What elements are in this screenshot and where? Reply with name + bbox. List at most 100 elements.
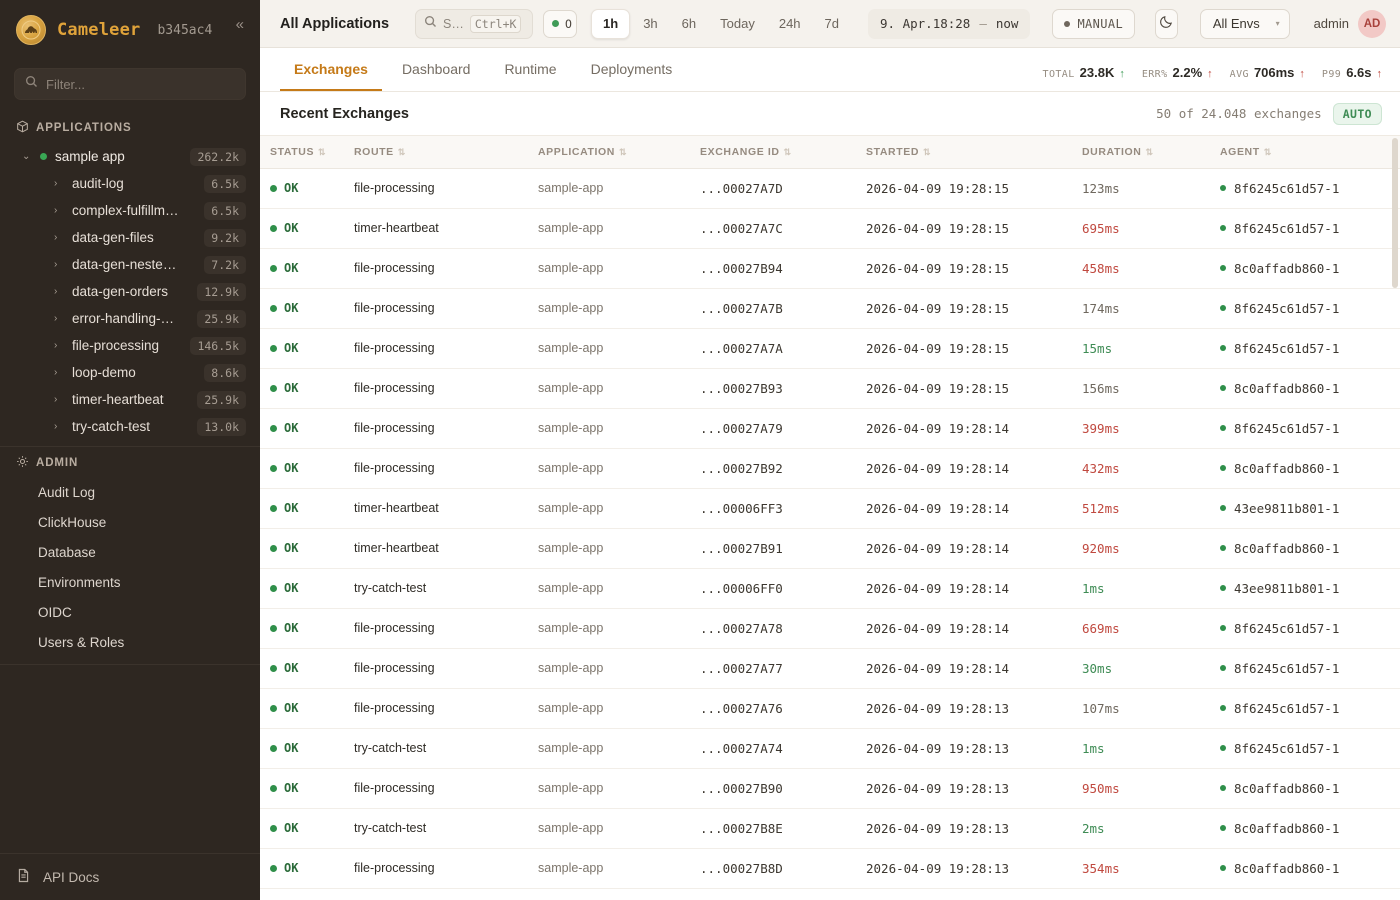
sidebar-item-loop-demo[interactable]: › loop-demo 8.6k bbox=[0, 359, 260, 386]
sidebar-item-audit-log[interactable]: › audit-log 6.5k bbox=[0, 170, 260, 197]
tab-exchanges[interactable]: Exchanges bbox=[280, 48, 382, 91]
tab-deployments[interactable]: Deployments bbox=[590, 60, 673, 77]
cell-duration: 920ms bbox=[1072, 528, 1210, 569]
sidebar-item-data-gen-files[interactable]: › data-gen-files 9.2k bbox=[0, 224, 260, 251]
column-header-status[interactable]: STATUS ⇅ bbox=[260, 136, 344, 169]
sidebar-item-try-catch-test[interactable]: › try-catch-test 13.0k bbox=[0, 413, 260, 440]
sidebar-item-data-gen-neste[interactable]: › data-gen-neste… 7.2k bbox=[0, 251, 260, 278]
sidebar-item-oidc[interactable]: OIDC bbox=[38, 605, 72, 620]
cell-application: sample-app bbox=[528, 208, 690, 249]
cell-duration: 15ms bbox=[1072, 328, 1210, 369]
sidebar: Cameleer b345ac4 « AP bbox=[0, 0, 260, 900]
theme-toggle-button[interactable] bbox=[1155, 8, 1178, 39]
agent-name: 8c0affadb860-1 bbox=[1234, 540, 1340, 556]
sort-icon[interactable]: ⇅ bbox=[397, 146, 406, 157]
table-row[interactable]: OK try-catch-test sample-app ...00027A74 202… bbox=[260, 728, 1400, 769]
table-row[interactable]: OK file-processing sample-app ...00027A79 20… bbox=[260, 408, 1400, 449]
range-button-3h[interactable]: 3h bbox=[643, 16, 658, 31]
filter-input[interactable] bbox=[46, 76, 235, 92]
search-icon bbox=[25, 75, 38, 93]
table-row[interactable]: OK file-processing sample-app ...00027A78 20… bbox=[260, 608, 1400, 649]
sidebar-item-timer-heartbeat[interactable]: › timer-heartbeat 25.9k bbox=[0, 386, 260, 413]
sidebar-item-environments[interactable]: Environments bbox=[38, 575, 121, 590]
sort-icon[interactable]: ⇅ bbox=[1263, 146, 1272, 157]
range-button-7d[interactable]: 7d bbox=[824, 16, 840, 31]
sidebar-item-complex-fulfillm[interactable]: › complex-fulfillm… 6.5k bbox=[0, 197, 260, 224]
table-row[interactable]: OK file-processing sample-app ...00027A7B 20… bbox=[260, 288, 1400, 329]
table-row[interactable]: OK timer-heartbeat sample-app ...00006FF3 20… bbox=[260, 488, 1400, 529]
cell-started: 2026-04-09 19:28:13 bbox=[856, 848, 1072, 889]
cell-started: 2026-04-09 19:28:15 bbox=[856, 168, 1072, 209]
table-header-row: STATUS ⇅ ROUTE ⇅ APPLICATION ⇅ EXCHANGE ID ⇅ STA… bbox=[260, 136, 1400, 169]
status-dot bbox=[270, 584, 277, 592]
duration-value: 512ms bbox=[1082, 500, 1120, 516]
range-button-24h[interactable]: 24h bbox=[778, 16, 801, 31]
cell-started: 2026-04-09 19:28:14 bbox=[856, 528, 1072, 569]
table-row[interactable]: OK file-processing sample-app ...00027B93 20… bbox=[260, 368, 1400, 409]
column-header-application[interactable]: APPLICATION ⇅ bbox=[528, 136, 690, 169]
table-row[interactable]: OK file-processing sample-app ...00027B90 20… bbox=[260, 768, 1400, 809]
table-row[interactable]: OK file-processing sample-app ...00027A77 20… bbox=[260, 648, 1400, 689]
cell-duration: 123ms bbox=[1072, 168, 1210, 209]
cell-duration: 1ms bbox=[1072, 568, 1210, 609]
sidebar-item-users-roles[interactable]: Users & Roles bbox=[38, 635, 125, 650]
search-input-wrap[interactable]: S… Ctrl+K bbox=[415, 8, 534, 39]
user-menu[interactable]: admin AD bbox=[1314, 9, 1386, 38]
tab-dashboard[interactable]: Dashboard bbox=[401, 60, 471, 77]
cell-application: sample-app bbox=[528, 328, 690, 369]
range-button-6h[interactable]: 6h bbox=[681, 16, 697, 31]
sort-icon[interactable]: ⇅ bbox=[783, 146, 792, 157]
sidebar-item-count: 25.9k bbox=[197, 309, 246, 328]
sidebar-item-audit-log[interactable]: Audit Log bbox=[38, 485, 96, 500]
chevron-down-icon: ▾ bbox=[1275, 19, 1280, 28]
sidebar-item-data-gen-orders[interactable]: › data-gen-orders 12.9k bbox=[0, 278, 260, 305]
table-row[interactable]: OK file-processing sample-app ...00027B94 20… bbox=[260, 248, 1400, 289]
range-button-1h[interactable]: 1h bbox=[591, 8, 631, 39]
table-row[interactable]: OK file-processing sample-app ...00027A7A 20… bbox=[260, 328, 1400, 369]
sidebar-item-sample-app[interactable]: ⌄ sample app 262.2k bbox=[0, 143, 260, 170]
tab-runtime[interactable]: Runtime bbox=[504, 60, 557, 77]
table-row[interactable]: OK try-catch-test sample-app ...00006FF0 202… bbox=[260, 568, 1400, 609]
table-row[interactable]: OK file-processing sample-app ...00027B92 20… bbox=[260, 448, 1400, 489]
sort-icon[interactable]: ⇅ bbox=[1145, 146, 1154, 157]
sort-icon[interactable]: ⇅ bbox=[318, 146, 327, 157]
table-row[interactable]: OK timer-heartbeat sample-app ...00027A7C 20… bbox=[260, 208, 1400, 249]
column-header-agent[interactable]: AGENT ⇅ bbox=[1210, 136, 1400, 169]
sort-icon[interactable]: ⇅ bbox=[619, 146, 628, 157]
column-header-started[interactable]: STARTED ⇅ bbox=[856, 136, 1072, 169]
auto-refresh-badge[interactable]: AUTO bbox=[1332, 102, 1382, 125]
table-body: OK file-processing sample-app ...00027A7D 20… bbox=[260, 168, 1400, 889]
table-row[interactable]: OK file-processing sample-app ...00027B8D 20… bbox=[260, 848, 1400, 889]
collapse-sidebar-icon[interactable]: « bbox=[235, 16, 244, 33]
table-row[interactable]: OK file-processing sample-app ...00027A76 20… bbox=[260, 688, 1400, 729]
sidebar-item-error-handling-[interactable]: › error-handling-… 25.9k bbox=[0, 305, 260, 332]
table-row[interactable]: OK timer-heartbeat sample-app ...00027B91 20… bbox=[260, 528, 1400, 569]
time-range-display[interactable]: 9. Apr.18:28 – now bbox=[868, 8, 1031, 39]
sidebar-item-clickhouse[interactable]: ClickHouse bbox=[38, 515, 107, 530]
environment-select[interactable]: All Envs ▾ bbox=[1199, 8, 1290, 39]
table-row[interactable]: OK file-processing sample-app ...00027A7D 20… bbox=[260, 168, 1400, 209]
cell-route: try-catch-test bbox=[344, 728, 528, 769]
sidebar-item-database[interactable]: Database bbox=[38, 545, 96, 560]
column-header-exchange-id[interactable]: EXCHANGE ID ⇅ bbox=[690, 136, 856, 169]
sidebar-item-api-docs[interactable]: API Docs bbox=[16, 868, 244, 886]
cell-exchange-id: ...00027A76 bbox=[690, 688, 856, 729]
filter-input-wrap[interactable] bbox=[14, 68, 246, 100]
manual-refresh-button[interactable]: MANUAL bbox=[1052, 8, 1136, 39]
sort-icon[interactable]: ⇅ bbox=[923, 146, 932, 157]
table-row[interactable]: OK try-catch-test sample-app ...00027B8E 202… bbox=[260, 808, 1400, 849]
cell-agent: 8c0affadb860-1 bbox=[1210, 448, 1400, 489]
duration-value: 950ms bbox=[1082, 780, 1120, 796]
avatar[interactable]: AD bbox=[1358, 9, 1386, 38]
cell-status: OK bbox=[260, 368, 344, 409]
sidebar-item-file-processing[interactable]: › file-processing 146.5k bbox=[0, 332, 260, 359]
vertical-scrollbar[interactable] bbox=[1392, 136, 1398, 900]
scrollbar-thumb[interactable] bbox=[1392, 138, 1398, 288]
connection-status-pill[interactable]: O bbox=[543, 9, 578, 38]
agent-status-dot bbox=[1220, 625, 1226, 631]
range-button-today[interactable]: Today bbox=[720, 16, 755, 31]
column-header-route[interactable]: ROUTE ⇅ bbox=[344, 136, 528, 169]
camel-logo-icon bbox=[16, 15, 46, 45]
cell-started: 2026-04-09 19:28:15 bbox=[856, 368, 1072, 409]
column-header-duration[interactable]: DURATION ⇅ bbox=[1072, 136, 1210, 169]
